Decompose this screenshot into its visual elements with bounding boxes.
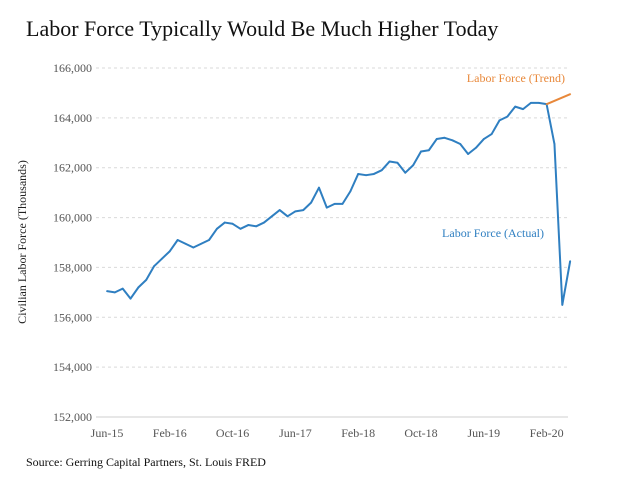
data-point [435, 138, 438, 140]
data-point [569, 93, 572, 96]
data-point [278, 209, 281, 211]
data-point [239, 227, 242, 230]
data-point [569, 260, 572, 263]
series-layer [106, 93, 572, 306]
data-point [286, 215, 289, 218]
data-point [545, 103, 548, 106]
data-point [514, 105, 517, 108]
data-point [255, 225, 258, 228]
data-point [380, 169, 383, 172]
x-tick-label: Feb-18 [341, 426, 375, 440]
x-tick-label: Feb-20 [530, 426, 564, 440]
data-point [145, 278, 148, 281]
x-tick-label: Jun-17 [279, 426, 312, 440]
y-axis-ticks: 152,000 154,000 156,000 158,000 160,000 162,0… [53, 61, 92, 424]
source-note: Source: Gerring Capital Partners, St. Lo… [26, 455, 266, 469]
x-tick-label: Oct-18 [404, 426, 437, 440]
data-point [318, 186, 320, 189]
data-point [153, 265, 156, 268]
data-point [522, 108, 524, 111]
data-point [506, 115, 509, 118]
y-tick-label: 152,000 [53, 410, 92, 424]
data-point [270, 215, 273, 218]
y-tick-label: 160,000 [53, 211, 92, 225]
y-tick-label: 162,000 [53, 161, 92, 175]
data-point [216, 227, 218, 230]
labor-force-trend-line [546, 93, 571, 106]
x-tick-label: Jun-15 [91, 426, 124, 440]
data-point [467, 153, 469, 155]
data-point [129, 297, 132, 300]
y-tick-label: 154,000 [53, 360, 92, 374]
data-point [208, 239, 210, 241]
data-point [451, 139, 454, 142]
y-tick-label: 158,000 [53, 260, 92, 274]
data-point [223, 221, 226, 224]
data-point [192, 246, 195, 249]
data-point [388, 160, 391, 163]
data-point [349, 190, 352, 193]
data-point [459, 143, 462, 145]
data-points [106, 93, 572, 306]
data-point [357, 173, 360, 175]
y-tick-label: 166,000 [53, 61, 92, 75]
y-tick-label: 164,000 [53, 111, 92, 125]
x-tick-label: Feb-16 [153, 426, 187, 440]
data-point [333, 202, 336, 205]
data-point [200, 242, 203, 245]
labor-force-actual-line [106, 101, 572, 306]
data-point [184, 242, 187, 245]
data-point [537, 102, 540, 104]
data-point [498, 119, 501, 122]
data-point [310, 201, 312, 204]
data-point [420, 150, 422, 153]
chart-title: Labor Force Typically Would Be Much High… [26, 16, 499, 41]
data-point [294, 210, 297, 213]
data-point [443, 136, 446, 139]
trend-series-label: Labor Force (Trend) [467, 71, 565, 85]
x-axis-ticks: Jun-15 Feb-16 Oct-16 Jun-17 Feb-18 Oct-18 Jun-… [91, 426, 564, 440]
data-point [553, 143, 556, 145]
data-point [404, 171, 407, 174]
x-tick-label: Oct-16 [216, 426, 249, 440]
x-tick-label: Jun-19 [467, 426, 500, 440]
grid-lines [96, 67, 568, 418]
data-point [106, 290, 108, 293]
data-point [121, 287, 124, 290]
data-point [263, 221, 265, 224]
data-point [341, 202, 344, 205]
data-point [482, 138, 485, 140]
data-point [490, 133, 493, 135]
data-point [113, 291, 116, 294]
y-axis-title: Civilian Labor Force (Thousands) [15, 160, 29, 324]
data-point [176, 239, 179, 241]
y-tick-label: 156,000 [53, 310, 92, 324]
data-point [231, 222, 234, 225]
data-point [325, 206, 328, 209]
data-point [302, 209, 305, 211]
data-point [396, 161, 399, 164]
data-point [427, 149, 430, 152]
actual-series-label: Labor Force (Actual) [442, 226, 544, 240]
data-point [247, 224, 250, 226]
data-point [137, 286, 140, 289]
data-point [475, 146, 477, 149]
data-point [412, 164, 415, 167]
data-point [373, 173, 375, 175]
data-point [161, 257, 163, 260]
data-point [561, 303, 564, 306]
data-point [530, 102, 532, 104]
data-point [168, 250, 171, 253]
data-point [365, 174, 367, 177]
